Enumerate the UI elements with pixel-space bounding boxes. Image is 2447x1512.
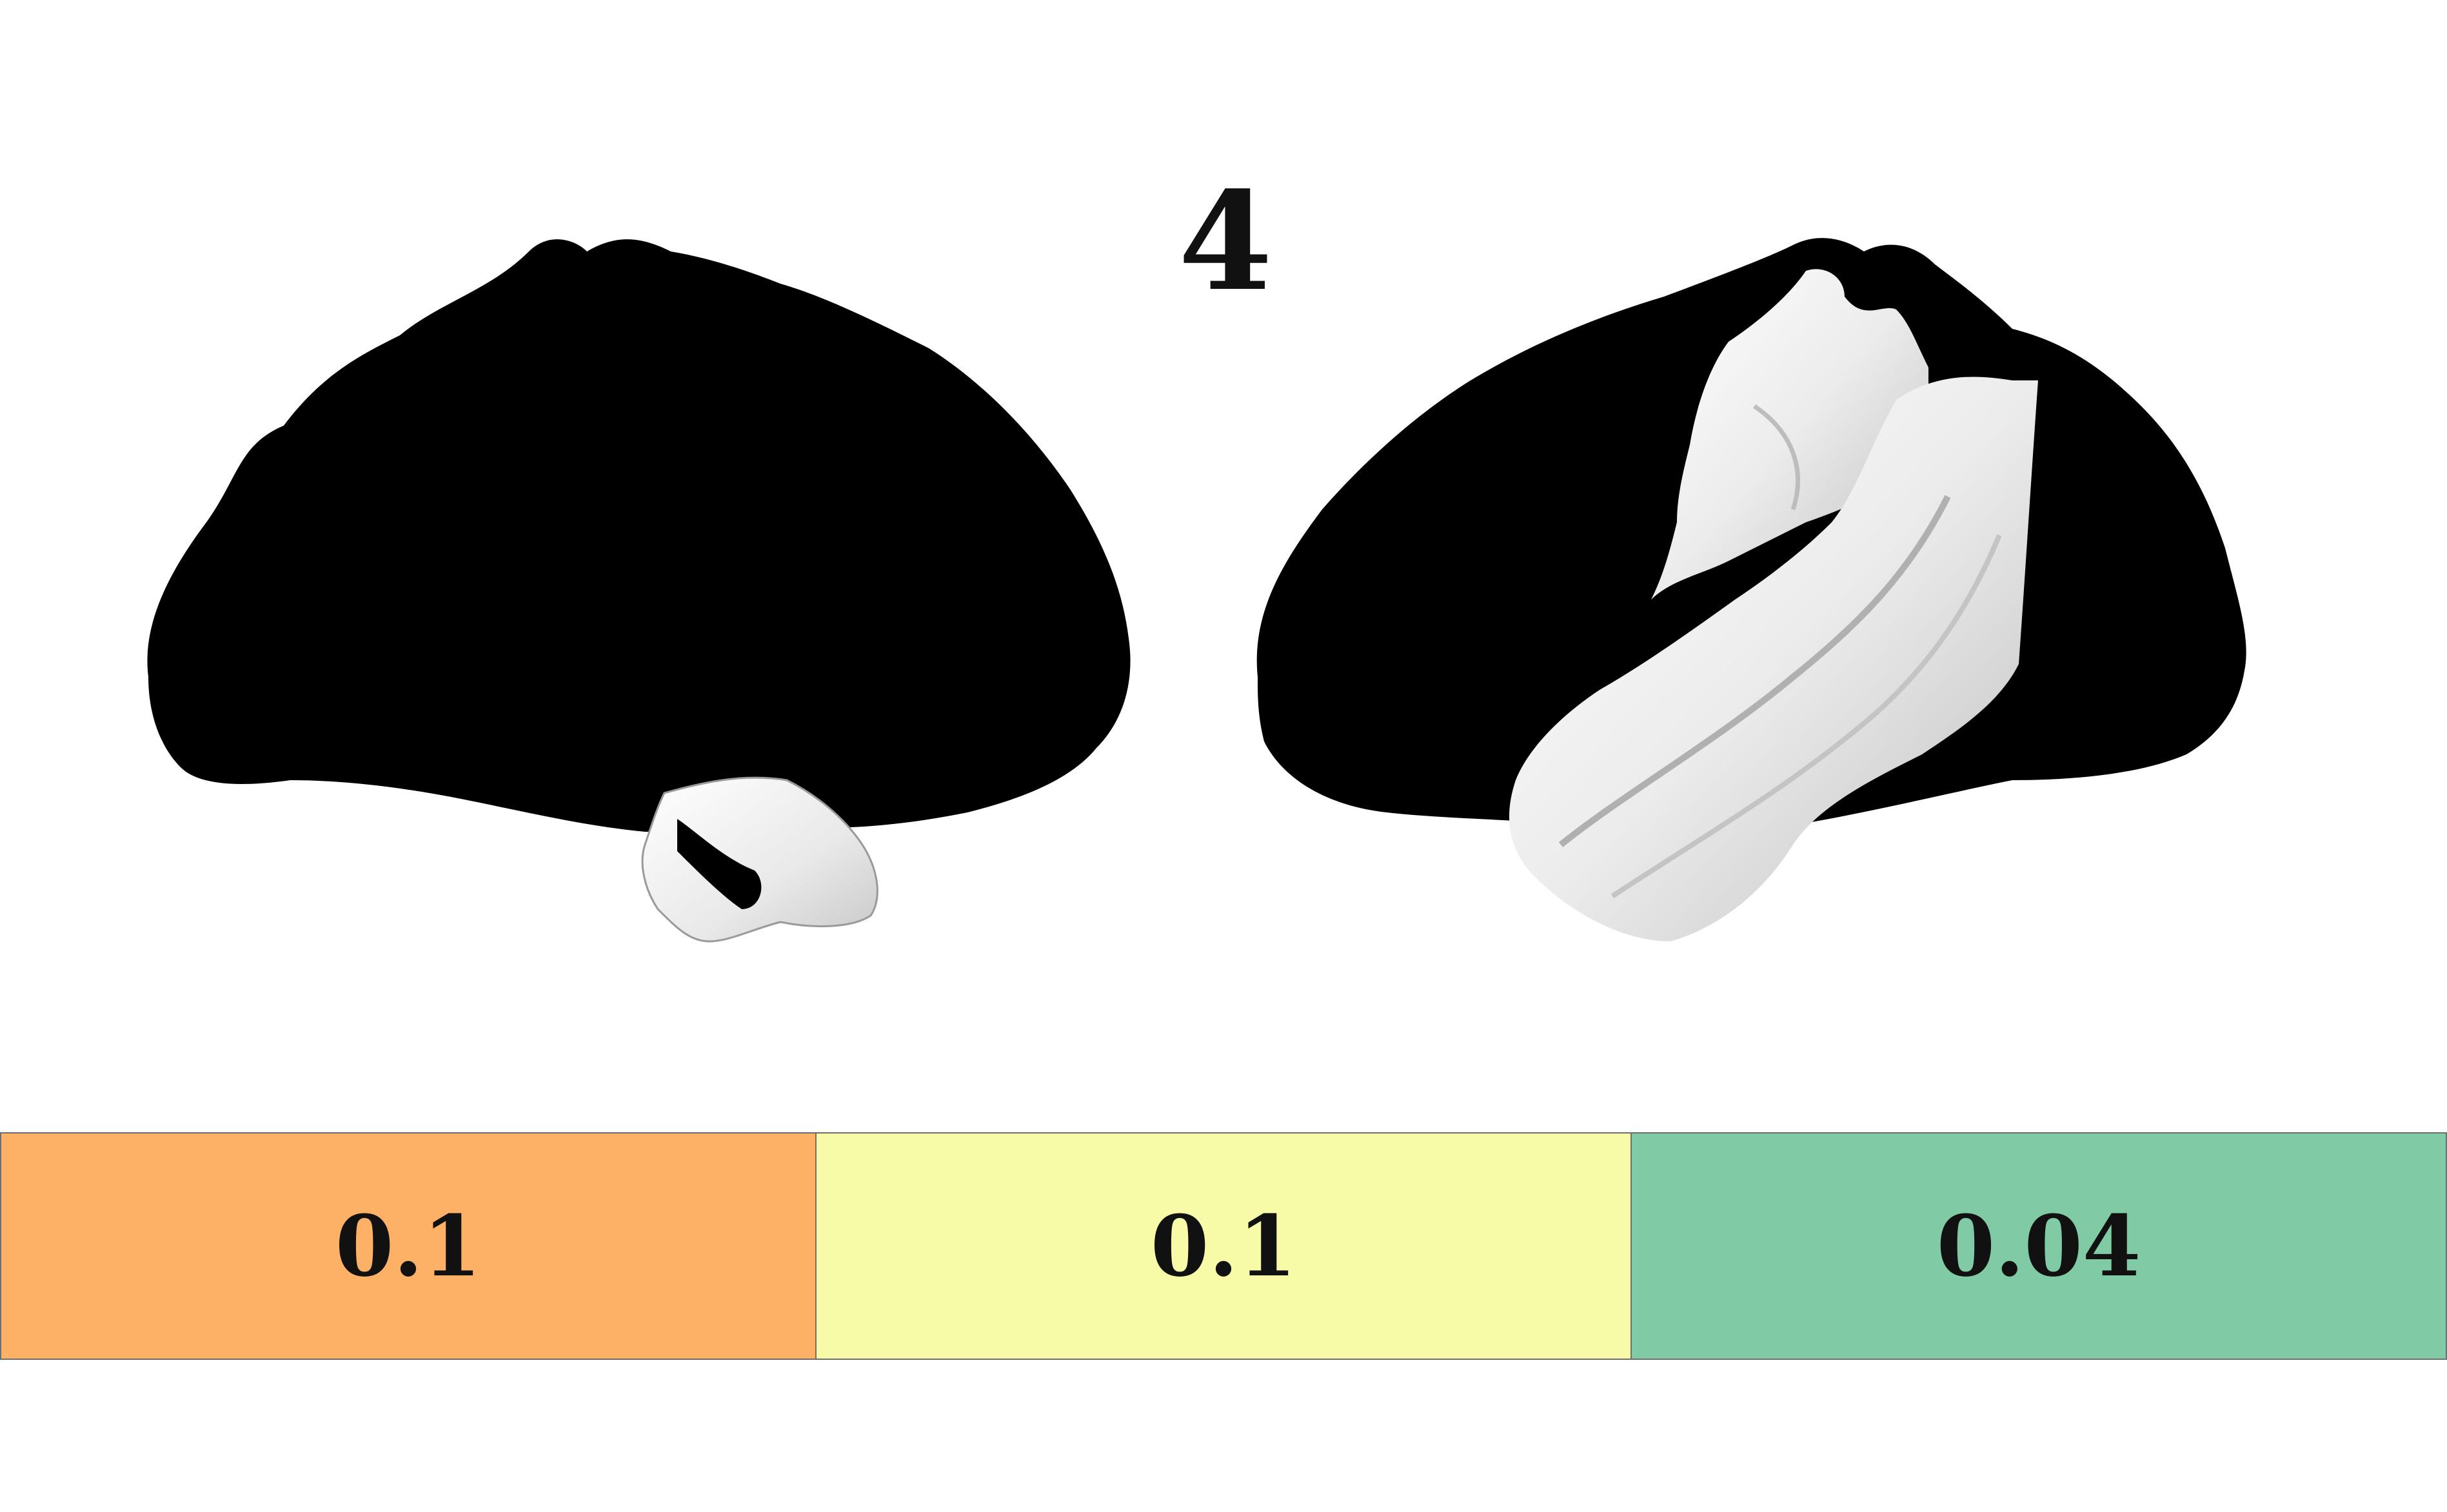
legend-value-yellow: 0.1 <box>1150 1197 1297 1295</box>
legend-cell-orange: 0.1 <box>0 1132 817 1360</box>
right-hemisphere <box>1256 238 2246 941</box>
legend-value-orange: 0.1 <box>335 1197 482 1295</box>
right-temporal-highlight <box>1509 377 2038 941</box>
right-sulcus-1 <box>1558 495 1951 847</box>
left-hemisphere-cortex <box>147 239 1131 832</box>
legend-bar: 0.1 0.1 0.04 <box>0 1132 2447 1360</box>
left-temporal-shadow <box>677 819 762 909</box>
left-hemisphere <box>147 239 1131 943</box>
legend-cell-yellow: 0.1 <box>817 1132 1632 1360</box>
legend-value-green: 0.04 <box>1936 1197 2141 1295</box>
figure-title: 4 <box>1178 162 1273 321</box>
left-temporal-highlight <box>641 776 878 943</box>
right-sulcus-3 <box>1753 404 1800 511</box>
right-sulcus-2 <box>1610 534 2002 899</box>
right-parietal-highlight <box>1651 269 1928 600</box>
legend-cell-green: 0.04 <box>1632 1132 2447 1360</box>
